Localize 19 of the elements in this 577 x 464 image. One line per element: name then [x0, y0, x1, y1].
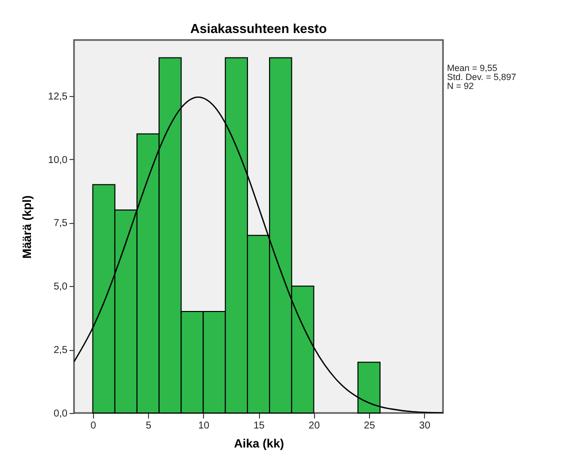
y-tick-label: 12,5 [48, 91, 68, 102]
chart-title: Asiakassuhteen kesto [190, 21, 327, 36]
text: N = 92 [447, 81, 474, 91]
x-tick-label: 20 [308, 420, 320, 432]
x-tick-label: 10 [198, 420, 210, 432]
y-tick-label: 5,0 [54, 282, 68, 293]
x-tick-label: 25 [364, 420, 376, 432]
text: Std. Dev. = 5,897 [447, 72, 516, 82]
y-tick-label: 2,5 [54, 345, 68, 356]
y-axis-title: Määrä (kpl) [20, 195, 34, 259]
x-tick-label: 15 [253, 420, 265, 432]
y-tick-label: 10,0 [48, 154, 68, 166]
x-tick-label: 5 [146, 420, 152, 432]
y-tick-label: 0,0 [54, 408, 68, 420]
x-axis-title: Aika (kk) [234, 436, 284, 450]
x-tick-label: 0 [90, 420, 96, 432]
x-tick-label: 30 [419, 420, 431, 432]
y-tick-label: 7,5 [54, 218, 68, 230]
text: Mean = 9,55 [447, 63, 498, 73]
